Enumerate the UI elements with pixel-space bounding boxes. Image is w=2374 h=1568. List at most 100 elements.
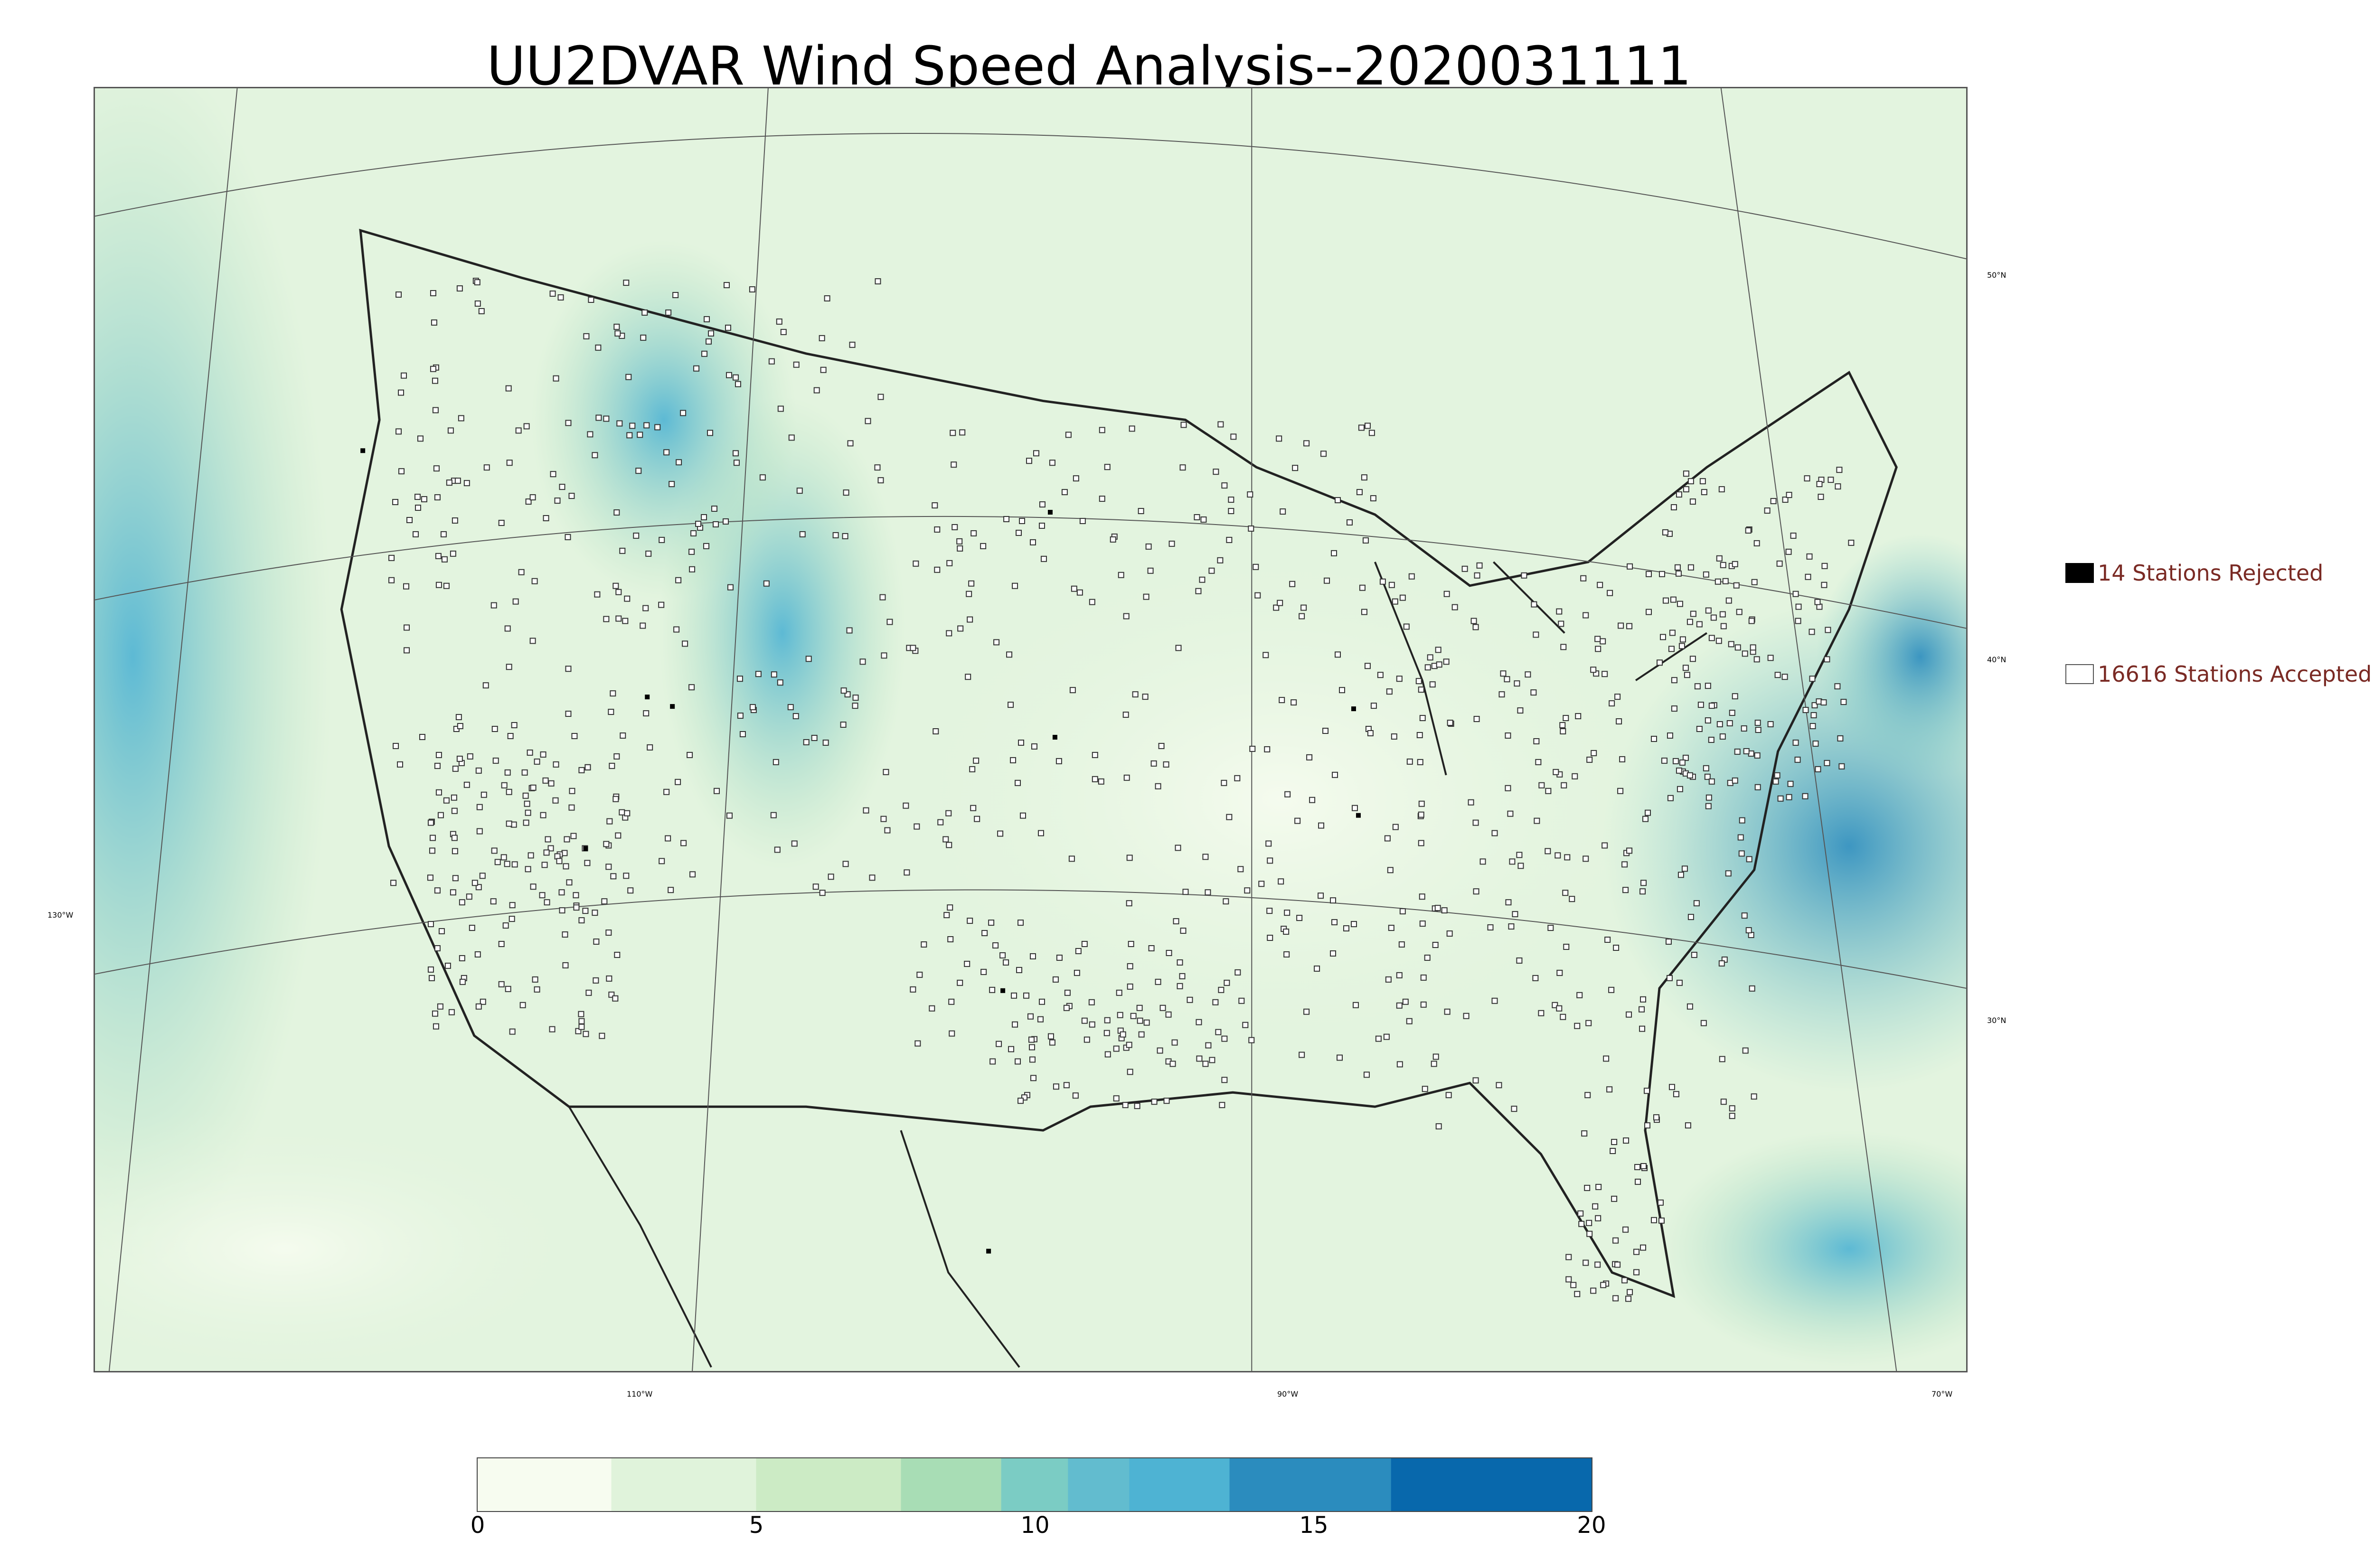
accepted-station-marker: [1221, 1077, 1228, 1083]
accepted-station-marker: [1179, 973, 1186, 979]
accepted-station-marker: [965, 674, 971, 680]
accepted-station-marker: [446, 479, 452, 486]
accepted-station-marker: [1745, 527, 1752, 534]
accepted-station-marker: [820, 366, 827, 373]
accepted-station-marker: [1781, 674, 1788, 680]
accepted-station-marker: [832, 532, 839, 538]
accepted-station-marker: [543, 515, 549, 521]
accepted-station-marker: [1564, 854, 1571, 861]
accepted-station-marker: [1099, 427, 1105, 433]
accepted-station-marker: [585, 989, 592, 996]
accepted-station-marker: [1668, 646, 1675, 652]
accepted-station-marker: [1435, 1123, 1442, 1130]
accepted-station-marker: [428, 975, 435, 981]
accepted-station-marker: [437, 1003, 443, 1010]
accepted-station-marker: [1027, 1013, 1034, 1020]
accepted-station-marker: [951, 461, 957, 468]
accepted-station-marker: [565, 666, 572, 672]
accepted-station-marker: [1398, 941, 1405, 948]
accepted-station-marker: [1586, 1220, 1592, 1226]
accepted-station-marker: [1718, 960, 1725, 967]
accepted-station-marker: [1496, 1082, 1502, 1089]
accepted-station-marker: [429, 835, 436, 841]
accepted-station-marker: [970, 530, 977, 536]
accepted-station-marker: [1547, 925, 1554, 931]
accepted-station-marker: [1306, 754, 1313, 761]
accepted-station-marker: [665, 835, 671, 842]
accepted-station-marker: [448, 1009, 455, 1015]
accepted-station-marker: [1213, 469, 1219, 475]
accepted-station-marker: [474, 279, 480, 286]
accepted-station-marker: [1244, 887, 1251, 894]
accepted-station-marker: [947, 904, 953, 911]
accepted-station-marker: [451, 835, 458, 841]
accepted-station-marker: [1504, 676, 1510, 683]
station-markers: [388, 278, 1855, 1302]
accepted-station-marker: [1538, 782, 1545, 789]
accepted-station-marker: [392, 499, 399, 506]
accepted-station-marker: [1473, 716, 1480, 723]
accepted-station-marker: [1720, 1099, 1727, 1105]
accepted-station-marker: [1299, 1052, 1305, 1058]
accepted-station-marker: [714, 788, 720, 794]
accepted-station-marker: [1006, 651, 1013, 658]
accepted-station-marker: [459, 955, 465, 961]
accepted-station-marker: [1821, 582, 1828, 588]
accepted-station-marker: [1678, 643, 1685, 649]
accepted-station-marker: [452, 765, 459, 772]
accepted-station-marker: [578, 1011, 584, 1017]
accepted-station-marker: [447, 427, 454, 434]
accepted-station-marker: [1782, 497, 1789, 503]
accepted-station-marker: [475, 884, 482, 891]
accepted-station-marker: [432, 377, 438, 384]
accepted-station-marker: [974, 816, 980, 822]
accepted-station-marker: [451, 794, 457, 801]
accepted-station-marker: [1242, 1022, 1249, 1028]
accepted-station-marker: [1691, 951, 1697, 958]
accepted-station-marker: [1463, 1013, 1470, 1019]
accepted-station-marker: [1809, 676, 1816, 682]
accepted-station-marker: [566, 879, 573, 886]
accepted-station-marker: [1253, 563, 1259, 570]
accepted-station-marker: [1415, 678, 1422, 685]
accepted-station-marker: [1079, 517, 1086, 524]
accepted-station-marker: [1029, 1056, 1036, 1063]
accepted-station-marker: [669, 481, 675, 488]
accepted-station-marker: [695, 520, 702, 527]
accepted-station-marker: [620, 732, 626, 739]
accepted-station-marker: [1794, 756, 1801, 763]
accepted-station-marker: [1069, 687, 1076, 694]
accepted-station-marker: [1052, 976, 1059, 983]
accepted-station-marker: [1424, 954, 1431, 961]
accepted-station-marker: [1767, 655, 1774, 661]
accepted-station-marker: [725, 372, 732, 378]
accepted-station-marker: [1732, 777, 1738, 784]
accepted-station-marker: [553, 375, 559, 382]
accepted-station-marker: [989, 1058, 996, 1065]
accepted-station-marker: [688, 684, 695, 691]
accepted-station-marker: [556, 858, 563, 864]
accepted-station-marker: [1561, 782, 1567, 789]
accepted-station-marker: [612, 582, 619, 589]
accepted-station-marker: [1616, 718, 1622, 725]
accepted-station-marker: [811, 734, 818, 741]
accepted-station-marker: [435, 553, 442, 559]
accepted-station-marker: [1614, 1261, 1621, 1268]
accepted-station-marker: [865, 418, 871, 424]
accepted-station-marker: [1346, 519, 1353, 526]
accepted-station-marker: [562, 931, 568, 938]
accepted-station-marker: [625, 374, 632, 380]
accepted-station-marker: [528, 852, 534, 859]
accepted-station-marker: [1840, 699, 1847, 705]
accepted-station-marker: [1418, 800, 1425, 807]
accepted-station-marker: [759, 474, 766, 481]
accepted-station-marker: [594, 591, 601, 598]
accepted-station-marker: [1385, 976, 1392, 983]
accepted-station-marker: [1693, 900, 1700, 907]
accepted-station-marker: [1627, 1289, 1633, 1296]
accepted-station-marker: [1335, 497, 1341, 504]
accepted-station-marker: [1129, 425, 1135, 432]
accepted-station-marker: [393, 742, 399, 749]
accepted-station-marker: [770, 812, 777, 818]
accepted-station-marker: [956, 538, 963, 545]
